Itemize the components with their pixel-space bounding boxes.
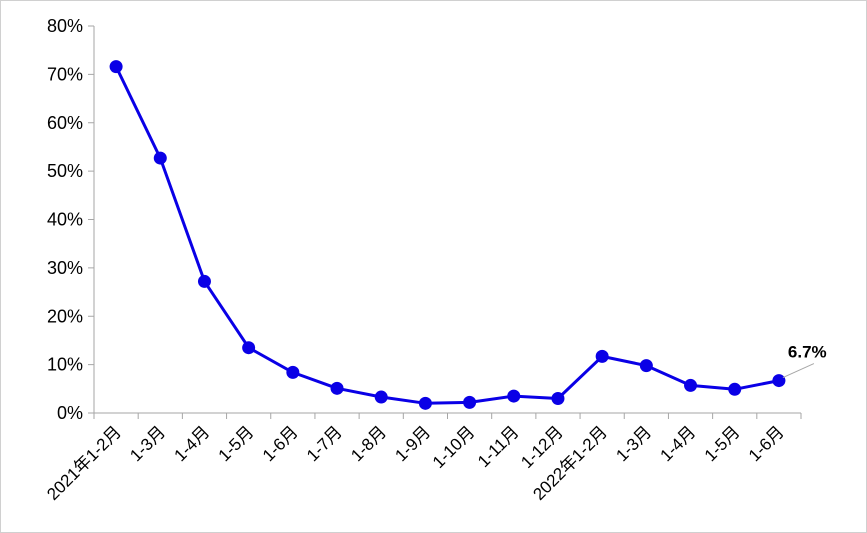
y-tick-label: 20% [47,306,83,326]
x-tick-label: 1-3月 [126,422,169,465]
data-point [418,396,432,410]
data-point [595,349,609,363]
x-axis: 2021年1-2月 1-3月 1-4月 1-5月 1-6月 1-7月 1-8月 1-9月1-1… [43,412,802,504]
x-tick-label: 1-5月 [215,422,258,465]
x-tick-label: 2021年1-2月 [43,422,125,504]
data-point [551,391,565,405]
data-point [507,389,521,403]
x-tick-label: 1-4月 [170,422,213,465]
y-tick-label: 30% [47,258,83,278]
x-tick-label: 1-5月 [701,422,744,465]
data-point [197,274,211,288]
data-label-last-point: 6.7% [788,343,827,362]
y-axis: 0% 10% 20% 30% 40% 50% 60% 70% 80% [47,16,95,423]
data-point [242,341,256,355]
data-point [286,365,300,379]
x-tick-label: 1-10月 [429,422,479,472]
data-point [374,390,388,404]
series-group [109,60,786,410]
data-point [639,359,653,373]
x-tick-label: 1-11月 [474,422,523,471]
y-tick-label: 10% [47,355,83,375]
y-tick-label: 0% [57,403,83,423]
data-point [153,151,167,165]
series-line [114,65,781,405]
x-tick-label: 1-8月 [347,422,390,465]
data-point [684,378,698,392]
x-tick-label: 1-6月 [259,422,302,465]
x-tick-label: 1-9月 [391,422,434,465]
x-tick-label: 1-7月 [303,422,346,465]
data-point [109,60,123,74]
annotation-group: 6.7% [782,343,827,379]
x-tick-label: 1-6月 [745,422,788,465]
x-tick-label: 1-4月 [657,422,700,465]
data-point [772,374,786,388]
x-tick-label: 1-3月 [612,422,655,465]
y-tick-label: 60% [47,113,83,133]
y-tick-label: 40% [47,210,83,230]
y-tick-label: 80% [47,16,83,36]
data-point [330,381,344,395]
data-point [463,395,477,409]
y-tick-label: 50% [47,161,83,181]
y-tick-label: 70% [47,64,83,84]
data-point [728,382,742,396]
data-label-leader-line [782,363,815,379]
